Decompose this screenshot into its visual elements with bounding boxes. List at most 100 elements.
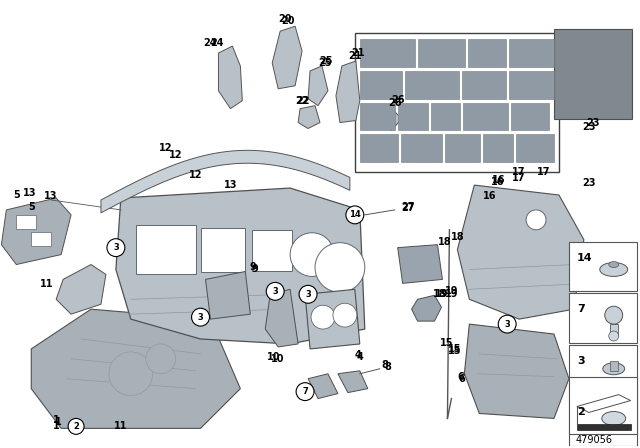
Text: 16: 16 [483,191,496,201]
Text: 26: 26 [391,95,404,105]
Bar [200,228,245,272]
Text: 14: 14 [349,211,361,220]
Bar [431,103,460,130]
Bar [610,324,618,336]
Bar [31,232,51,246]
Text: 9: 9 [252,264,259,275]
Polygon shape [397,245,442,284]
Text: 24: 24 [204,38,217,48]
Text: 18: 18 [433,289,446,299]
Bar [569,293,637,343]
Bar [397,103,428,130]
Circle shape [609,331,619,341]
Polygon shape [101,151,350,213]
Text: 25: 25 [318,58,332,68]
Text: 17: 17 [537,167,551,177]
Bar [360,134,397,162]
Polygon shape [56,264,106,314]
Polygon shape [308,374,338,399]
Text: 6: 6 [457,372,464,382]
Polygon shape [205,271,250,319]
Polygon shape [298,106,320,129]
Text: 11: 11 [40,280,53,289]
Text: 20: 20 [282,16,295,26]
Polygon shape [308,66,328,106]
Circle shape [311,305,335,329]
Ellipse shape [602,411,626,426]
Bar [468,39,506,67]
Polygon shape [458,185,584,319]
Text: 3: 3 [305,290,311,299]
Ellipse shape [600,263,628,276]
Text: 17: 17 [513,173,526,183]
Text: 16: 16 [492,175,505,185]
Text: 13: 13 [44,191,58,201]
Circle shape [266,282,284,300]
Text: 5: 5 [28,202,35,212]
Circle shape [107,239,125,257]
Circle shape [605,306,623,324]
Text: 26: 26 [388,98,401,108]
Text: 15: 15 [447,344,461,354]
Circle shape [498,315,516,333]
Text: 24: 24 [211,38,224,48]
Polygon shape [218,46,243,108]
Text: 27: 27 [401,203,414,213]
Text: 23: 23 [582,121,596,132]
Text: 3: 3 [113,243,119,252]
Text: 3: 3 [198,313,204,322]
Polygon shape [577,395,630,413]
Bar [355,33,559,172]
Polygon shape [577,424,630,431]
Bar [509,39,554,67]
Polygon shape [412,295,442,321]
Text: 2: 2 [577,408,584,418]
Text: 19: 19 [435,289,448,299]
Polygon shape [31,309,241,428]
Circle shape [68,418,84,434]
Text: 3: 3 [273,287,278,296]
Bar [483,134,513,162]
Text: 4: 4 [355,350,361,360]
Text: 1: 1 [52,422,60,431]
Text: 23: 23 [586,117,600,128]
Text: 18: 18 [451,232,464,242]
Bar [401,134,442,162]
Bar [569,345,637,395]
Polygon shape [465,324,569,418]
Bar [463,103,508,130]
Text: 3: 3 [577,356,584,366]
Bar [136,225,196,275]
Text: 22: 22 [295,96,309,106]
Text: 8: 8 [381,360,388,370]
Bar [554,29,632,119]
Text: 27: 27 [401,202,414,212]
Polygon shape [1,198,71,264]
Bar [516,134,554,162]
Text: 20: 20 [278,14,292,24]
Bar [360,103,395,130]
Text: 1: 1 [52,415,60,426]
Text: 11: 11 [114,422,127,431]
Text: 21: 21 [351,48,365,58]
Bar [569,241,637,291]
Text: 10: 10 [271,354,285,364]
Ellipse shape [609,262,619,267]
Text: 1: 1 [55,418,61,427]
Polygon shape [338,371,368,392]
Text: 12: 12 [169,150,182,160]
Bar [462,71,506,99]
Text: 479056: 479056 [575,435,612,445]
Text: 25: 25 [319,56,333,66]
Bar [569,377,637,434]
Bar [569,396,637,446]
Circle shape [333,303,357,327]
Text: 4: 4 [356,352,364,362]
Bar [404,71,460,99]
Bar [610,361,618,371]
Text: 13: 13 [22,188,36,198]
Circle shape [296,383,314,401]
Text: 7: 7 [577,304,584,314]
Circle shape [146,344,175,374]
Polygon shape [265,289,298,347]
